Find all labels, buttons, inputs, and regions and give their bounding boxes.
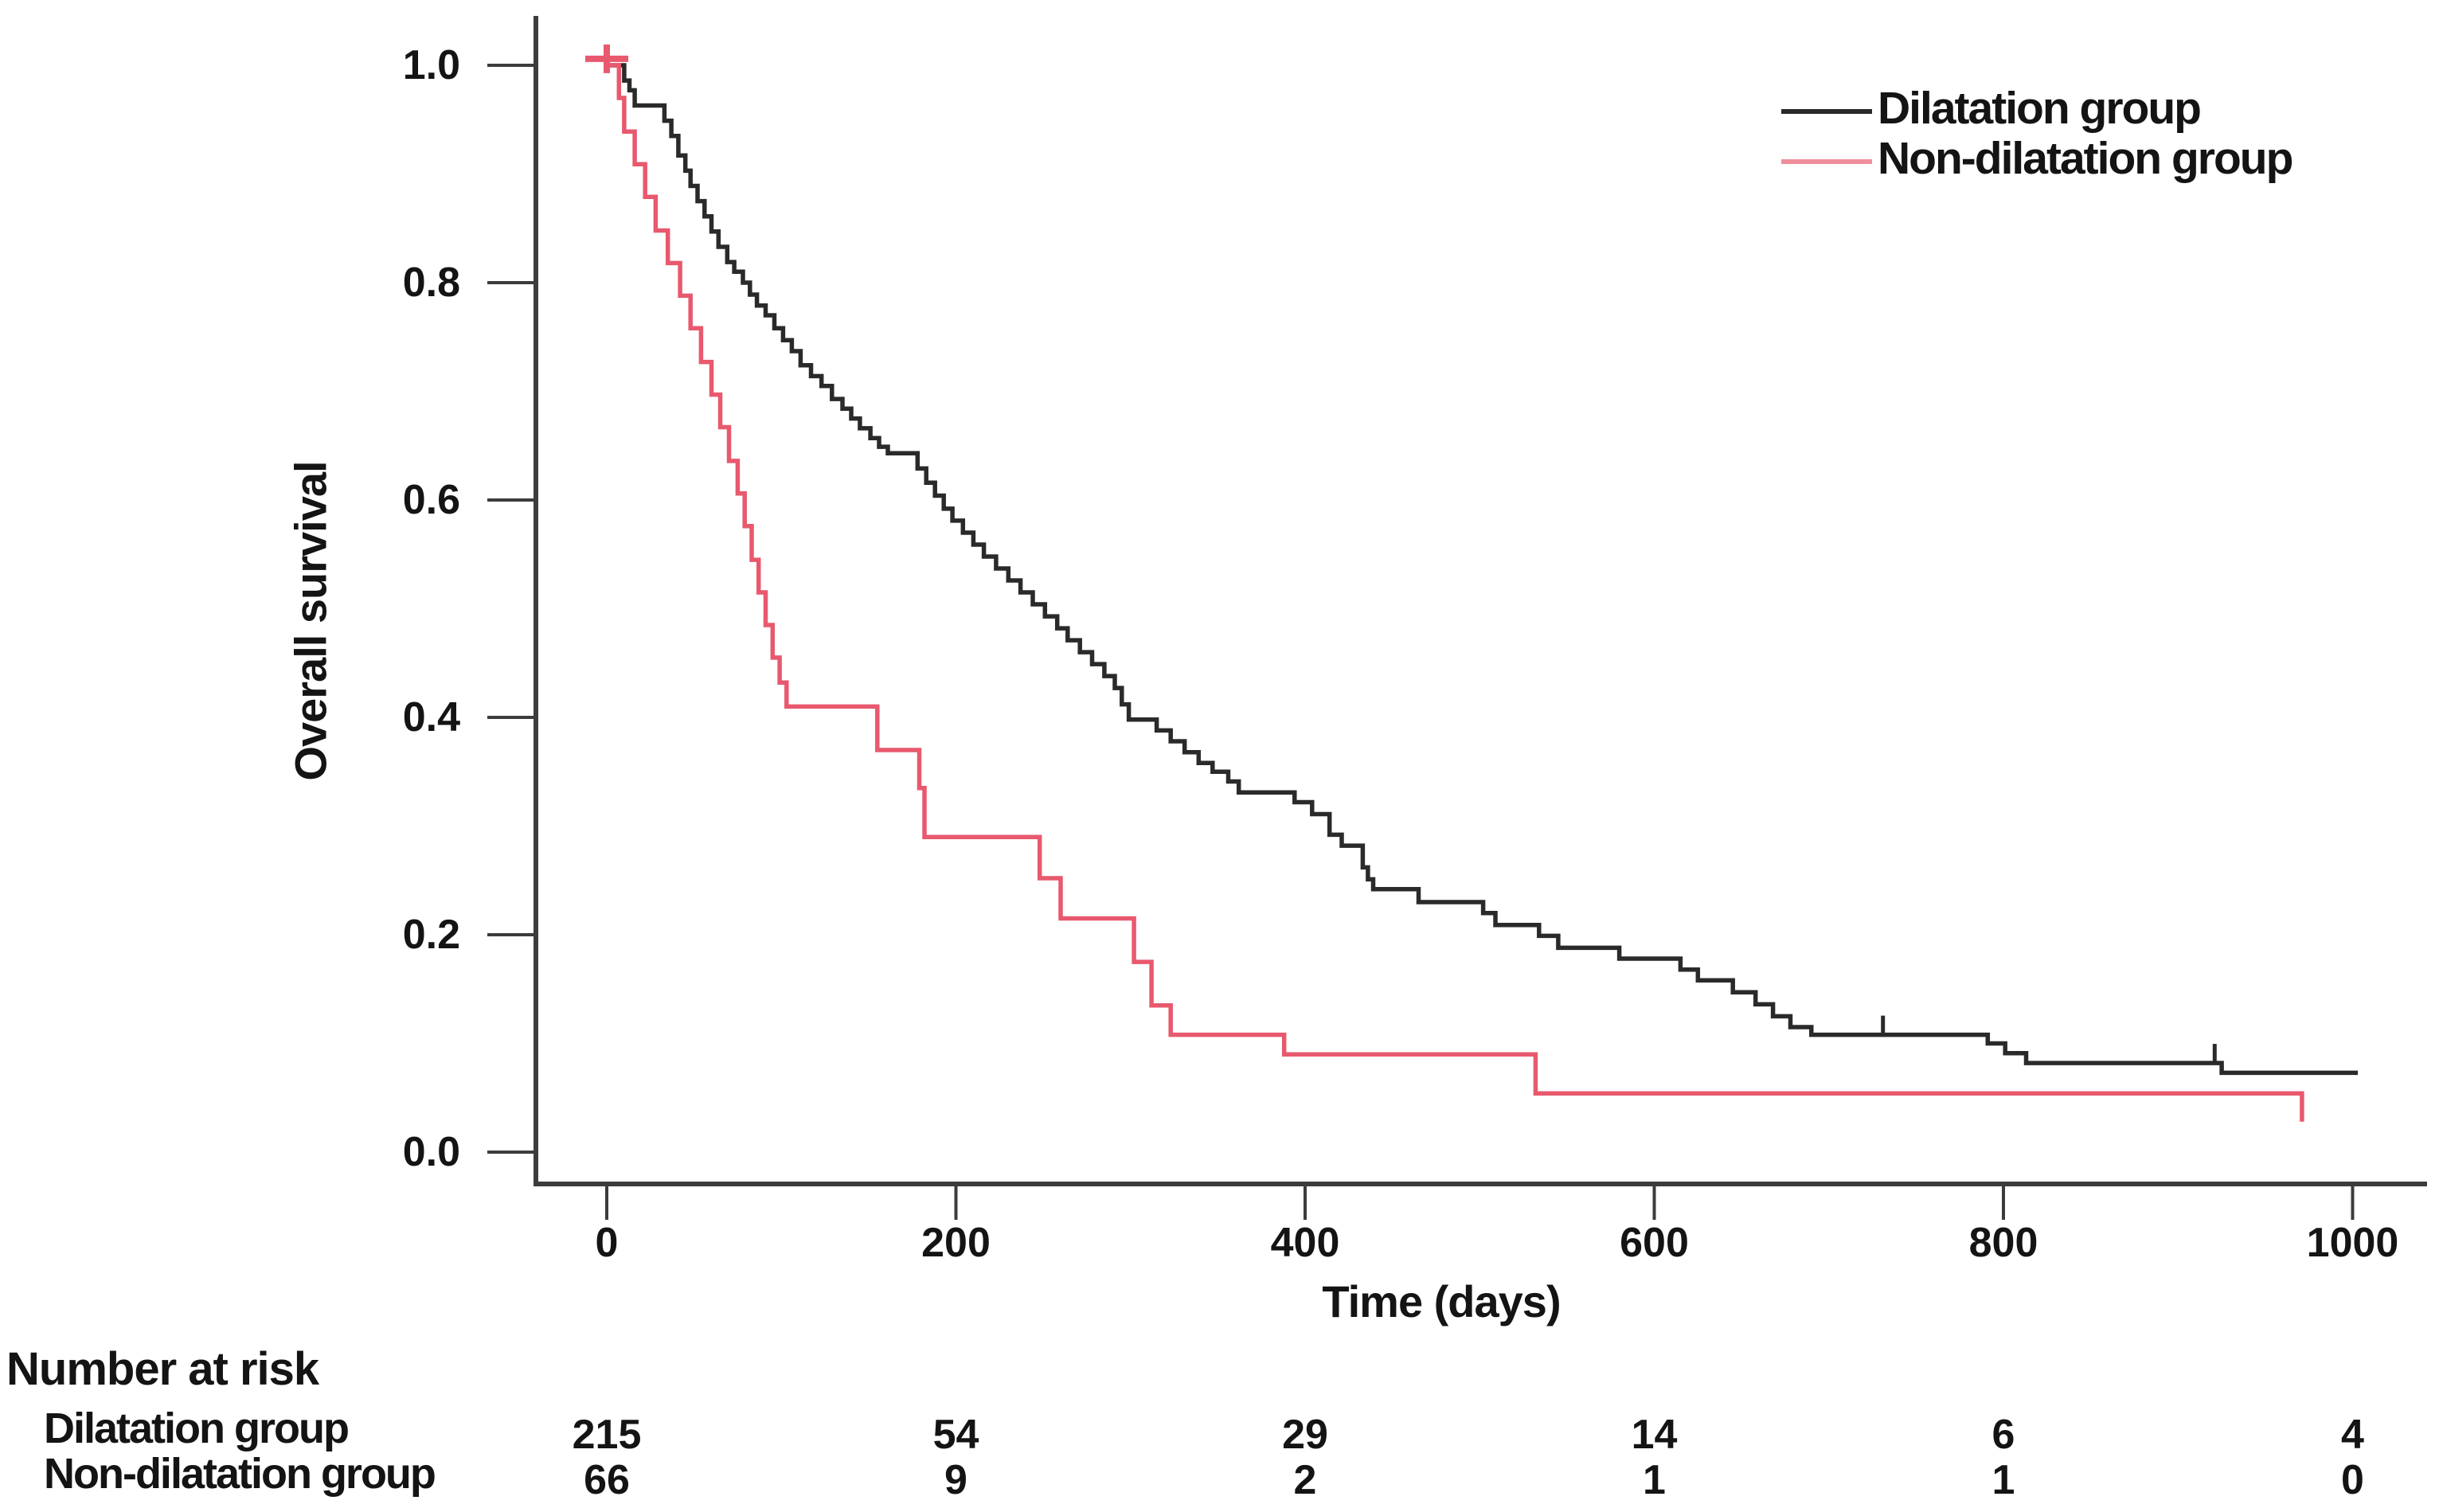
y-tick-label: 0.6 xyxy=(403,477,460,523)
legend-line-dilatation xyxy=(1781,109,1872,114)
axes-frame xyxy=(534,16,2427,1186)
x-tick-label: 400 xyxy=(1271,1220,1340,1266)
x-tick-label: 200 xyxy=(921,1220,991,1266)
risk-count: 4 xyxy=(2341,1412,2364,1458)
risk-count: 1 xyxy=(1991,1457,2015,1503)
y-tick-label: 0.0 xyxy=(403,1129,460,1175)
curve-non-dilatation xyxy=(607,63,2304,1122)
risk-count: 0 xyxy=(2341,1457,2364,1503)
curve-dilatation xyxy=(607,63,2359,1076)
legend-label-non-dilatation: Non-dilatation group xyxy=(1878,133,2293,184)
x-tick-label: 0 xyxy=(596,1220,619,1266)
risk-count: 6 xyxy=(1991,1412,2015,1458)
y-axis-title: Overall survival xyxy=(285,461,336,781)
y-tick-label: 0.2 xyxy=(403,912,460,958)
risk-count: 1 xyxy=(1643,1457,1666,1503)
risk-row-label-non-dilatation: Non-dilatation group xyxy=(44,1450,436,1498)
x-tick-label: 600 xyxy=(1620,1220,1689,1266)
y-tick-label: 0.4 xyxy=(403,694,460,740)
risk-count: 14 xyxy=(1631,1412,1678,1458)
risk-count: 66 xyxy=(584,1457,630,1503)
risk-count: 54 xyxy=(932,1412,979,1458)
risk-count: 215 xyxy=(572,1412,642,1458)
legend-line-non-dilatation xyxy=(1781,159,1872,164)
x-tick-label: 1000 xyxy=(2307,1220,2399,1266)
legend-label-dilatation: Dilatation group xyxy=(1878,83,2202,134)
number-at-risk-header: Number at risk xyxy=(6,1343,319,1395)
risk-count: 29 xyxy=(1282,1412,1328,1458)
y-tick-label: 1.0 xyxy=(403,42,460,88)
x-tick-label: 800 xyxy=(1969,1220,2038,1266)
y-tick-label: 0.8 xyxy=(403,260,460,306)
risk-row-label-dilatation: Dilatation group xyxy=(44,1405,350,1452)
risk-count: 9 xyxy=(944,1457,967,1503)
x-axis-title: Time (days) xyxy=(1322,1276,1561,1326)
risk-count: 2 xyxy=(1293,1457,1317,1503)
